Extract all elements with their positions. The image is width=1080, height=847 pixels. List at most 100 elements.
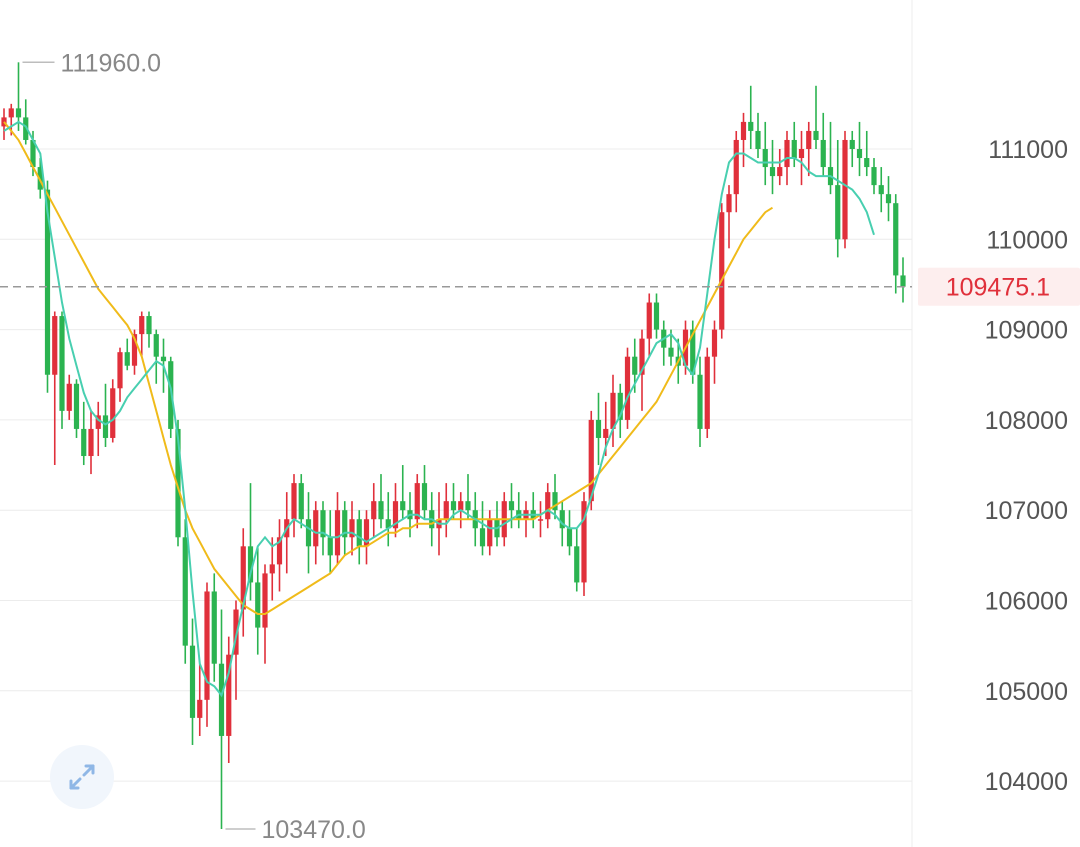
candle: [777, 149, 783, 186]
candle: [798, 130, 805, 186]
candle: [269, 537, 275, 601]
candle: [276, 519, 283, 592]
candle-body: [487, 519, 493, 547]
candle: [371, 483, 377, 538]
candle: [646, 293, 652, 357]
candle-body: [197, 699, 203, 718]
candle-body: [690, 329, 696, 375]
candle-body: [305, 519, 312, 547]
candle-body: [168, 361, 174, 429]
candle-body: [240, 546, 246, 610]
candle-body: [334, 510, 341, 556]
candle-body: [552, 492, 558, 511]
candle-body: [545, 492, 551, 520]
candle: [385, 492, 391, 547]
candle: [893, 194, 899, 294]
candle: [240, 528, 246, 637]
candle: [864, 130, 870, 177]
candle: [342, 501, 348, 556]
candle-body: [588, 419, 594, 502]
candle: [835, 139, 841, 258]
candle-body: [421, 483, 428, 511]
candle-body: [189, 645, 196, 718]
candle-body: [653, 302, 660, 330]
high-marker-label: 111960.0: [61, 49, 162, 77]
candle-body: [624, 356, 631, 420]
candle-body: [617, 392, 623, 420]
candle-body: [23, 117, 29, 140]
candle: [197, 663, 203, 736]
candle-body: [117, 352, 123, 389]
candle: [95, 401, 101, 457]
candle-body: [255, 582, 261, 628]
candle-body: [726, 194, 732, 213]
candle: [610, 374, 616, 447]
candle-body: [371, 501, 377, 520]
candle-body: [139, 316, 145, 335]
candle-body: [595, 419, 602, 438]
candle: [820, 112, 826, 177]
candle: [479, 501, 486, 556]
y-tick-label: 104000: [985, 768, 1068, 796]
grid: [0, 148, 912, 782]
candle-body: [131, 334, 138, 366]
candle-body: [175, 428, 181, 538]
expand-button[interactable]: [50, 745, 114, 809]
candle-body: [320, 510, 326, 538]
candle-body: [247, 546, 254, 583]
candle: [617, 383, 623, 438]
candle: [204, 582, 210, 727]
candle: [414, 474, 420, 529]
candle-body: [668, 347, 674, 357]
candle-body: [465, 501, 471, 511]
candle: [66, 374, 72, 420]
candle-body: [30, 139, 36, 168]
candle-body: [95, 415, 101, 429]
candle: [624, 347, 631, 429]
candle: [15, 62, 22, 131]
candle-body: [508, 501, 515, 511]
candle-body: [849, 139, 855, 149]
candle: [508, 483, 515, 529]
candle-body: [458, 501, 464, 511]
candle-body: [777, 167, 783, 177]
candle: [298, 474, 304, 529]
candle: [124, 338, 130, 371]
candle-body: [632, 356, 638, 375]
candle: [574, 528, 580, 592]
candle: [211, 573, 217, 682]
candle: [37, 158, 43, 199]
y-axis-ticks: 111000 110000 109000 108000 107000 106000 1050…: [985, 136, 1068, 796]
candle-body: [806, 130, 812, 149]
candle: [595, 392, 602, 466]
candle-body: [450, 501, 457, 511]
candle-body: [81, 428, 87, 457]
candle-body: [414, 483, 420, 520]
candle-body: [291, 483, 297, 520]
candle-body: [769, 167, 776, 177]
candle: [885, 176, 892, 222]
candle: [168, 356, 174, 438]
y-tick-label: 105000: [985, 678, 1068, 706]
candle-body: [385, 519, 391, 529]
candle-body: [400, 501, 406, 511]
candle: [762, 121, 768, 186]
candle: [711, 320, 718, 384]
candle-body: [276, 537, 283, 565]
candle-body: [762, 149, 768, 168]
candle: [59, 311, 65, 429]
candle-body: [639, 338, 645, 375]
candle-body: [52, 316, 58, 375]
candle: [740, 112, 747, 168]
candle: [856, 121, 863, 177]
candle: [400, 465, 406, 520]
candle: [23, 99, 29, 145]
candle-body: [856, 149, 863, 159]
candle: [581, 492, 587, 596]
candle: [494, 501, 500, 547]
candle-body: [784, 139, 790, 168]
candle-body: [704, 356, 710, 429]
candle: [327, 510, 333, 574]
